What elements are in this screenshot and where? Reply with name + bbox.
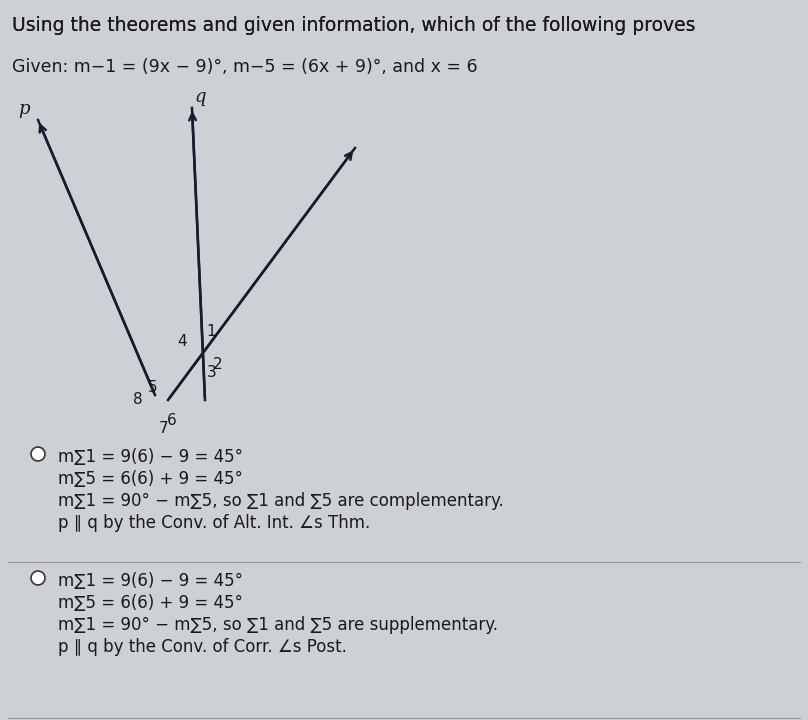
Text: p ∥ q by the Conv. of Corr. ∠s Post.: p ∥ q by the Conv. of Corr. ∠s Post.: [58, 638, 347, 656]
Text: Using the theorems and given information, which of the following proves: Using the theorems and given information…: [12, 16, 701, 35]
Text: 4: 4: [177, 334, 187, 349]
Text: m∑1 = 90° − m∑5, so ∑1 and ∑5 are complementary.: m∑1 = 90° − m∑5, so ∑1 and ∑5 are comple…: [58, 492, 503, 510]
Text: m∑5 = 6(6) + 9 = 45°: m∑5 = 6(6) + 9 = 45°: [58, 470, 243, 488]
Text: m∑1 = 9(6) − 9 = 45°: m∑1 = 9(6) − 9 = 45°: [58, 572, 243, 590]
Text: 3: 3: [207, 365, 217, 380]
Circle shape: [31, 571, 45, 585]
Text: Using the theorems and given information, which of the following proves: Using the theorems and given information…: [12, 16, 701, 35]
Text: p ∥ q by the Conv. of Alt. Int. ∠s Thm.: p ∥ q by the Conv. of Alt. Int. ∠s Thm.: [58, 514, 370, 532]
Text: 6: 6: [167, 413, 177, 428]
Text: 7: 7: [159, 421, 169, 436]
Text: q: q: [194, 88, 205, 106]
Text: 2: 2: [213, 357, 222, 372]
Text: m∑1 = 9(6) − 9 = 45°: m∑1 = 9(6) − 9 = 45°: [58, 448, 243, 466]
Text: 1: 1: [206, 324, 216, 339]
Text: Given: m−1 = (9x − 9)°, m−5 = (6x + 9)°, and x = 6: Given: m−1 = (9x − 9)°, m−5 = (6x + 9)°,…: [12, 58, 478, 76]
Text: p: p: [19, 100, 30, 118]
Text: m∑5 = 6(6) + 9 = 45°: m∑5 = 6(6) + 9 = 45°: [58, 594, 243, 612]
Text: 8: 8: [133, 392, 143, 408]
Text: 5: 5: [148, 380, 157, 395]
Text: m∑1 = 90° − m∑5, so ∑1 and ∑5 are supplementary.: m∑1 = 90° − m∑5, so ∑1 and ∑5 are supple…: [58, 616, 498, 634]
Circle shape: [31, 447, 45, 461]
